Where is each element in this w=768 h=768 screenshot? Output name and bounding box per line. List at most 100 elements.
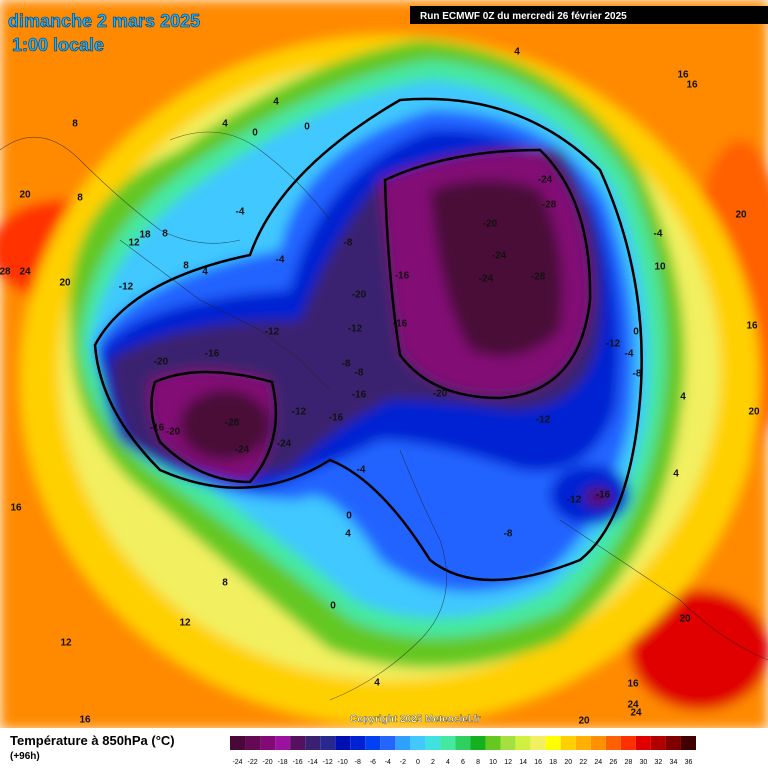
- contour-label: -20: [166, 427, 181, 438]
- contour-label: 0: [304, 122, 310, 133]
- legend-swatch: [395, 736, 411, 750]
- legend-swatch: [665, 736, 681, 750]
- contour-label: 0: [346, 511, 352, 522]
- legend-tick-label: -22: [247, 759, 257, 766]
- legend-swatch: [605, 736, 621, 750]
- contour-label: -12: [348, 324, 363, 335]
- legend-tick-label: 30: [639, 759, 647, 766]
- contour-label: 20: [679, 614, 691, 625]
- legend-swatch: [530, 736, 546, 750]
- contour-label: 20: [19, 190, 31, 201]
- legend-swatch: [680, 736, 696, 750]
- legend-tick-label: 0: [416, 759, 420, 766]
- contour-label: 28: [0, 267, 11, 278]
- legend-tick-label: 32: [655, 759, 663, 766]
- contour-label: 12: [128, 238, 140, 249]
- legend-swatch: [455, 736, 471, 750]
- contour-label: 4: [514, 47, 520, 58]
- legend-swatch: [335, 736, 351, 750]
- contour-label: -16: [393, 319, 408, 330]
- contour-label: -28: [542, 200, 557, 211]
- contour-label: -28: [225, 418, 240, 429]
- contour-label: -24: [235, 445, 250, 456]
- legend-swatch: [650, 736, 666, 750]
- contour-label: 24: [627, 700, 639, 711]
- contour-label: 12: [60, 638, 72, 649]
- legend-swatch: [305, 736, 321, 750]
- legend-swatch: [500, 736, 516, 750]
- legend-swatch: [275, 736, 291, 750]
- legend-tick-label: 14: [519, 759, 527, 766]
- contour-label: -8: [344, 238, 353, 249]
- footer-title: Température à 850hPa (°C): [10, 733, 175, 748]
- contour-label: -4: [276, 255, 285, 266]
- contour-label: 20: [578, 716, 590, 727]
- legend-swatch: [320, 736, 336, 750]
- legend-tick-label: 24: [594, 759, 602, 766]
- contour-label: 8: [162, 229, 168, 240]
- contour-label: -20: [154, 357, 169, 368]
- legend-tick-label: -14: [308, 759, 318, 766]
- color-legend: -24 -22 -20 -18 -16 -14 -12 -10 -8 -6 -4 -2 0 2 4 6 8 10 1…: [230, 736, 696, 766]
- legend-tick-label: 16: [534, 759, 542, 766]
- contour-label: 16: [686, 80, 698, 91]
- contour-label: -4: [236, 207, 245, 218]
- contour-label: -16: [150, 423, 165, 434]
- contour-label: 8: [77, 193, 83, 204]
- contour-label: 4: [222, 119, 228, 130]
- contour-label: -4: [654, 229, 663, 240]
- contour-label: 0: [330, 601, 336, 612]
- legend-swatch: [260, 736, 276, 750]
- legend-tick-label: -20: [263, 759, 273, 766]
- contour-label: 4: [273, 97, 279, 108]
- contour-label: -12: [119, 282, 134, 293]
- legend-tick-label: 12: [504, 759, 512, 766]
- contour-label: -8: [504, 529, 513, 540]
- legend-swatch: [575, 736, 591, 750]
- legend-swatch: [365, 736, 381, 750]
- contour-label: -16: [596, 490, 611, 501]
- legend-swatch: [380, 736, 396, 750]
- contour-label: 0: [633, 327, 639, 338]
- contour-label: -16: [352, 390, 367, 401]
- coastlines: [0, 131, 768, 701]
- contour-label: -4: [625, 349, 634, 360]
- contour-label: 16: [677, 70, 689, 81]
- contour-label: -24: [479, 274, 494, 285]
- contour-label: -8: [342, 359, 351, 370]
- contour-label: 4: [374, 678, 380, 689]
- legend-tick-label: 10: [489, 759, 497, 766]
- legend-tick-label: 6: [461, 759, 465, 766]
- legend-tick-label: 20: [564, 759, 572, 766]
- contour-label: 8: [222, 578, 228, 589]
- legend-tick-label: 8: [476, 759, 480, 766]
- contour-label: 20: [748, 407, 760, 418]
- legend-tick-label: 26: [609, 759, 617, 766]
- legend-tick-label: -2: [400, 759, 406, 766]
- contour-label: 10: [654, 262, 666, 273]
- contour-label: 18: [139, 230, 151, 241]
- contour-label: -24: [277, 439, 292, 450]
- legend-swatch: [515, 736, 531, 750]
- contour-label: 16: [627, 679, 639, 690]
- contour-label: 16: [10, 503, 22, 514]
- contour-label: 24: [19, 267, 31, 278]
- contour-lines: [93, 97, 643, 582]
- legend-swatch: [440, 736, 456, 750]
- legend-swatch: [635, 736, 651, 750]
- contour-label: -12: [265, 327, 280, 338]
- contour-label: -16: [205, 349, 220, 360]
- contour-label: 4: [202, 267, 208, 278]
- legend-swatch: [470, 736, 486, 750]
- contour-label: -24: [538, 175, 553, 186]
- contour-label: 20: [735, 210, 747, 221]
- copyright: Copyright 2025 Meteociel.fr: [350, 714, 481, 725]
- contour-label: -16: [395, 271, 410, 282]
- legend-swatch: [620, 736, 636, 750]
- legend-swatch: [245, 736, 261, 750]
- legend-swatch: [410, 736, 426, 750]
- legend-tick-label: 34: [670, 759, 678, 766]
- contour-label: 12: [179, 618, 191, 629]
- legend-swatch: [230, 736, 246, 750]
